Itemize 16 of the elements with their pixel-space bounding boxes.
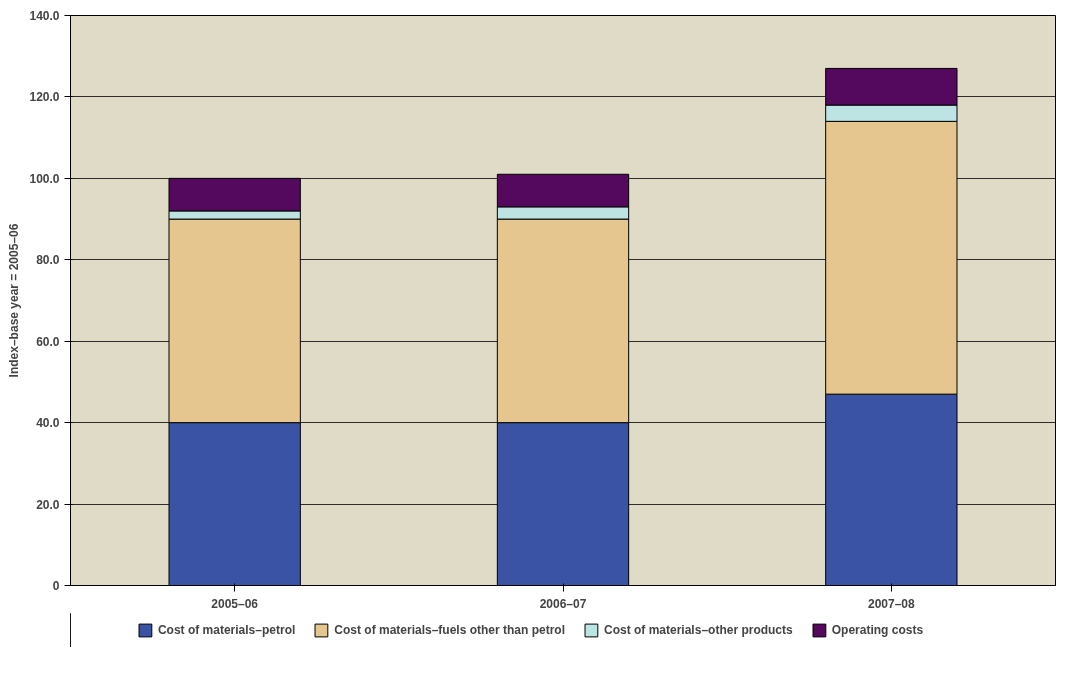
legend-label: Operating costs <box>831 623 924 637</box>
legend-label: Cost of materials–petrol <box>157 623 296 637</box>
y-tick-label: 80.0 <box>36 253 60 268</box>
y-tick-label: 120.0 <box>29 90 60 105</box>
legend-label: Cost of materials–fuels other than petrol <box>334 623 566 637</box>
y-tick-label: 100.0 <box>29 171 60 186</box>
y-tick-label: 40.0 <box>36 416 60 431</box>
y-tick-label: 60.0 <box>36 334 60 349</box>
x-tick-label: 2006–07 <box>539 596 587 611</box>
y-tick-label: 140.0 <box>29 9 60 23</box>
x-tick-label: 2005–06 <box>211 596 259 611</box>
legend-label: Cost of materials–other products <box>604 623 793 637</box>
y-tick-label: 20.0 <box>36 497 60 512</box>
x-tick-label: 2007–08 <box>867 596 916 611</box>
y-tick-label: 0 <box>52 579 60 593</box>
y-axis-title: Index–base year = 2005–06 <box>7 223 22 378</box>
